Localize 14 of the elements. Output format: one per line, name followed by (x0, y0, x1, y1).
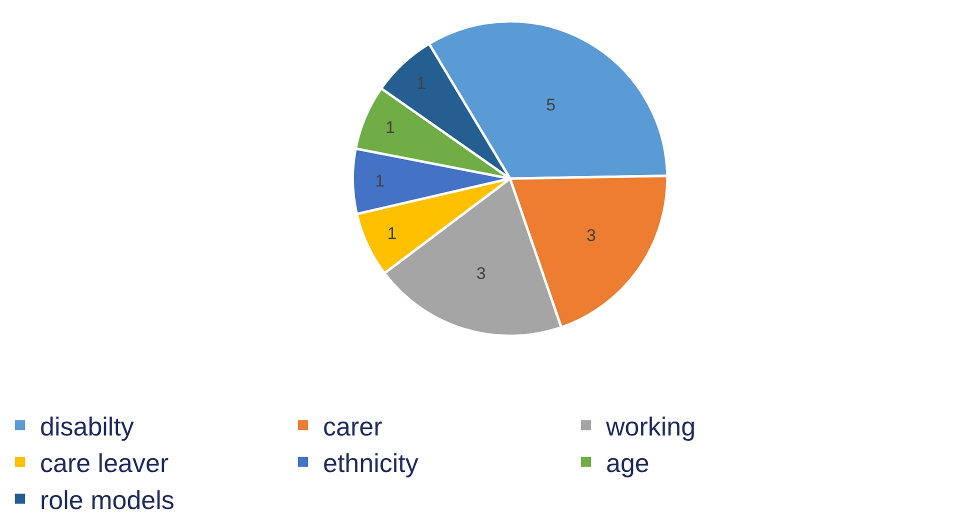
legend-label: age (606, 448, 650, 478)
legend-label: ethnicity (323, 448, 418, 478)
data-label: 1 (385, 118, 395, 138)
legend-label: carer (323, 411, 383, 442)
legend-label: care leaver (40, 448, 169, 478)
legend-label: role models (40, 484, 174, 515)
data-label: 1 (375, 171, 385, 190)
legend-label: disabilty (40, 411, 134, 442)
data-label: 1 (416, 74, 426, 93)
data-label: 3 (586, 226, 596, 245)
data-label: 3 (476, 264, 486, 283)
data-label: 1 (387, 224, 397, 244)
legend-label: working (605, 411, 696, 442)
data-label: 5 (546, 95, 556, 114)
